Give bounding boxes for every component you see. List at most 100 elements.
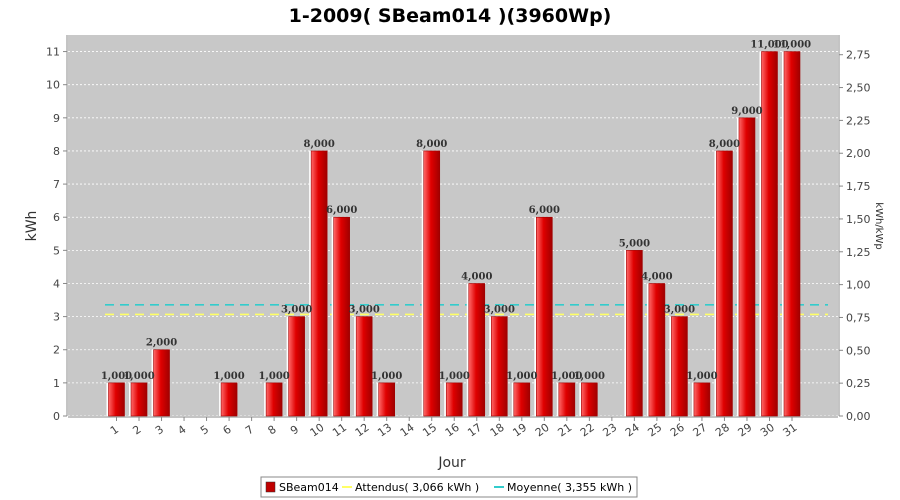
data-label: 5,000 — [619, 238, 650, 249]
y-tick-label: 11 — [46, 46, 60, 59]
y-tick-label: 7 — [53, 178, 60, 191]
bar — [445, 382, 463, 417]
x-tick-label: 3 — [153, 423, 166, 438]
bar — [693, 382, 711, 417]
data-label: 9,000 — [731, 106, 762, 117]
bar-highlight — [714, 150, 717, 416]
x-tick-label: 29 — [735, 421, 754, 440]
data-label: 4,000 — [641, 271, 672, 282]
x-tick-label: 2 — [130, 423, 143, 438]
data-label: 1,000 — [686, 371, 717, 382]
bar — [130, 382, 148, 417]
bar-highlight — [624, 250, 627, 416]
data-label: 1,000 — [551, 371, 582, 382]
bar-highlight — [736, 117, 739, 417]
y-tick-label: 9 — [53, 112, 60, 125]
y-axis-label-right: kWh/kWp — [873, 202, 884, 249]
y-right-tick-label: 0,75 — [846, 311, 871, 324]
data-label: 3,000 — [349, 305, 380, 316]
data-label: 2,000 — [146, 338, 177, 349]
y-tick-label: 4 — [53, 277, 60, 290]
legend: SBeam014 Attendus( 3,066 kWh ) Moyenne( … — [260, 476, 638, 498]
x-tick-label: 12 — [353, 421, 372, 440]
data-label: 1,000 — [371, 371, 402, 382]
x-tick-label: 1 — [108, 423, 121, 438]
data-label: 11,000 — [773, 40, 811, 51]
data-label: 4,000 — [461, 271, 492, 282]
bar — [671, 316, 688, 417]
bar — [536, 216, 553, 417]
y-right-tick-label: 2,50 — [846, 82, 871, 95]
x-tick-label: 17 — [465, 421, 484, 440]
x-tick-label: 21 — [555, 421, 574, 440]
x-tick-label: 10 — [308, 421, 327, 440]
data-label: 1,000 — [439, 371, 470, 382]
bar — [378, 382, 396, 417]
bar-highlight — [309, 150, 312, 416]
y-right-tick-label: 1,50 — [846, 213, 871, 226]
x-tick-label: 26 — [668, 421, 687, 440]
legend-label-expected: Attendus( 3,066 kWh ) — [355, 481, 479, 494]
x-tick-label: 4 — [175, 423, 188, 438]
y-right-tick-label: 2,25 — [846, 114, 871, 127]
bar-highlight — [444, 382, 447, 416]
bar-highlight — [466, 283, 469, 416]
x-tick-label: 19 — [510, 421, 529, 440]
x-axis: 1 2 3 4 5 6 7 8 9 10 11 12 13 14 15 16 17 18 19 20 21 22 23 24 2… — [68, 416, 838, 440]
data-label: 8,000 — [416, 139, 447, 150]
data-label: 1,000 — [258, 371, 289, 382]
bar-highlight — [691, 382, 694, 416]
data-label: 6,000 — [326, 205, 357, 216]
bar-highlight — [354, 316, 357, 416]
y-tick-label: 0 — [53, 410, 60, 423]
x-tick-label: 20 — [533, 421, 552, 440]
x-tick-label: 5 — [198, 423, 211, 438]
bar — [648, 283, 666, 417]
legend-box — [260, 476, 638, 498]
y-tick-label: 3 — [53, 311, 60, 324]
y-tick-label: 6 — [53, 211, 60, 224]
y-tick-label: 8 — [53, 145, 60, 158]
bar-highlight — [556, 382, 559, 416]
bar-highlight — [489, 316, 492, 416]
bar — [558, 382, 576, 417]
bar — [490, 316, 508, 417]
y-axis-right: 0,00 0,25 0,50 0,75 1,00 1,25 1,50 1,75 2,00 2,25… — [838, 35, 871, 423]
legend-swatch-bars — [265, 481, 276, 493]
data-label: 11,000 — [750, 40, 788, 51]
bars — [106, 51, 801, 417]
bar-highlight — [646, 283, 649, 416]
legend-label-series: SBeam014 — [279, 481, 339, 494]
x-tick-label: 13 — [375, 421, 394, 440]
bar — [423, 150, 441, 417]
bar-highlight — [331, 217, 334, 416]
bar-highlight — [579, 382, 582, 416]
x-tick-label: 18 — [488, 421, 507, 440]
y-right-tick-label: 2,75 — [846, 49, 871, 62]
bar — [310, 150, 328, 417]
bar — [153, 349, 170, 417]
bar — [468, 283, 486, 417]
data-label: 8,000 — [709, 139, 740, 150]
data-label: 3,000 — [281, 305, 312, 316]
bar-highlight — [264, 382, 267, 416]
bar — [220, 382, 238, 417]
bar-highlight — [421, 150, 424, 416]
bar-highlight — [534, 217, 537, 416]
bar — [716, 150, 733, 417]
y-tick-label: 5 — [53, 244, 60, 257]
x-tick-label: 7 — [243, 423, 256, 438]
y-right-tick-label: 0,50 — [846, 344, 871, 357]
bar — [513, 382, 531, 417]
x-axis-label: Jour — [437, 455, 466, 471]
y-right-tick-label: 0,25 — [846, 377, 871, 390]
y-axis-left: 0 1 2 3 4 5 6 7 8 9 10 11 — [46, 35, 68, 423]
legend-label-average: Moyenne( 3,355 kWh ) — [507, 481, 632, 494]
y-right-tick-label: 1,25 — [846, 246, 871, 259]
bar-highlight — [151, 349, 154, 416]
data-labels: 1,000 1,000 2,000 1,000 1,000 3,000 8,000 6,000… — [101, 40, 811, 382]
x-tick-label: 14 — [398, 421, 417, 440]
bar-highlight — [376, 382, 379, 416]
data-label: 1,000 — [506, 371, 537, 382]
